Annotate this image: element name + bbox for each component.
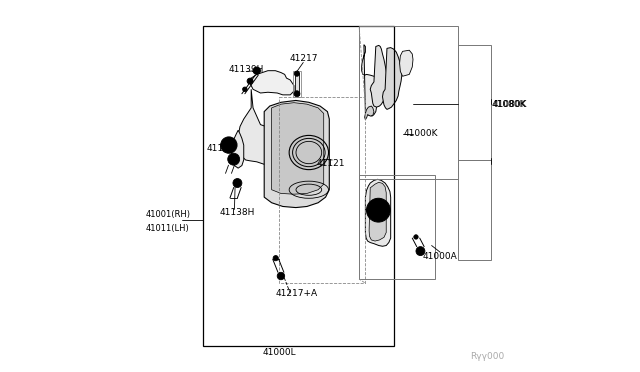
Polygon shape: [232, 130, 244, 168]
Polygon shape: [365, 106, 374, 120]
Bar: [458, 45, 491, 160]
Text: Rγγ000: Rγγ000: [470, 352, 504, 361]
Circle shape: [370, 202, 387, 218]
Circle shape: [228, 153, 239, 165]
Polygon shape: [264, 100, 330, 208]
Text: 41080K: 41080K: [491, 100, 525, 109]
Circle shape: [224, 140, 234, 150]
Polygon shape: [383, 48, 402, 109]
Circle shape: [243, 87, 247, 92]
Text: 41000K: 41000K: [404, 129, 438, 138]
Text: 41000A: 41000A: [422, 252, 457, 261]
Bar: [293, 71, 301, 97]
Circle shape: [413, 235, 418, 239]
Polygon shape: [238, 89, 307, 171]
Text: 41011(LH): 41011(LH): [145, 224, 189, 232]
Text: 41000L: 41000L: [262, 348, 296, 357]
Text: 41138H: 41138H: [220, 208, 255, 217]
Polygon shape: [250, 71, 294, 95]
Text: 41128: 41128: [207, 144, 235, 153]
Bar: [458, 160, 491, 260]
Circle shape: [277, 272, 285, 280]
Text: 41139H: 41139H: [229, 65, 264, 74]
Polygon shape: [362, 45, 380, 116]
Circle shape: [294, 91, 300, 97]
Polygon shape: [271, 103, 324, 194]
Polygon shape: [294, 73, 299, 95]
Circle shape: [221, 137, 237, 153]
Circle shape: [273, 256, 278, 261]
Bar: [203, 26, 394, 346]
Bar: [359, 26, 458, 179]
Circle shape: [374, 206, 383, 215]
Circle shape: [294, 71, 300, 76]
Polygon shape: [365, 179, 390, 246]
Polygon shape: [370, 45, 388, 107]
Circle shape: [367, 198, 390, 222]
Polygon shape: [369, 182, 386, 241]
Circle shape: [233, 179, 242, 187]
Circle shape: [416, 247, 425, 256]
Circle shape: [253, 67, 260, 74]
Text: 41121: 41121: [316, 159, 345, 168]
Text: 41001(RH): 41001(RH): [145, 211, 190, 219]
Text: 41217: 41217: [289, 54, 318, 63]
Circle shape: [247, 78, 253, 84]
Bar: [359, 175, 435, 279]
Text: 41080K: 41080K: [493, 100, 527, 109]
Text: 41217+A: 41217+A: [275, 289, 317, 298]
Polygon shape: [399, 50, 413, 76]
